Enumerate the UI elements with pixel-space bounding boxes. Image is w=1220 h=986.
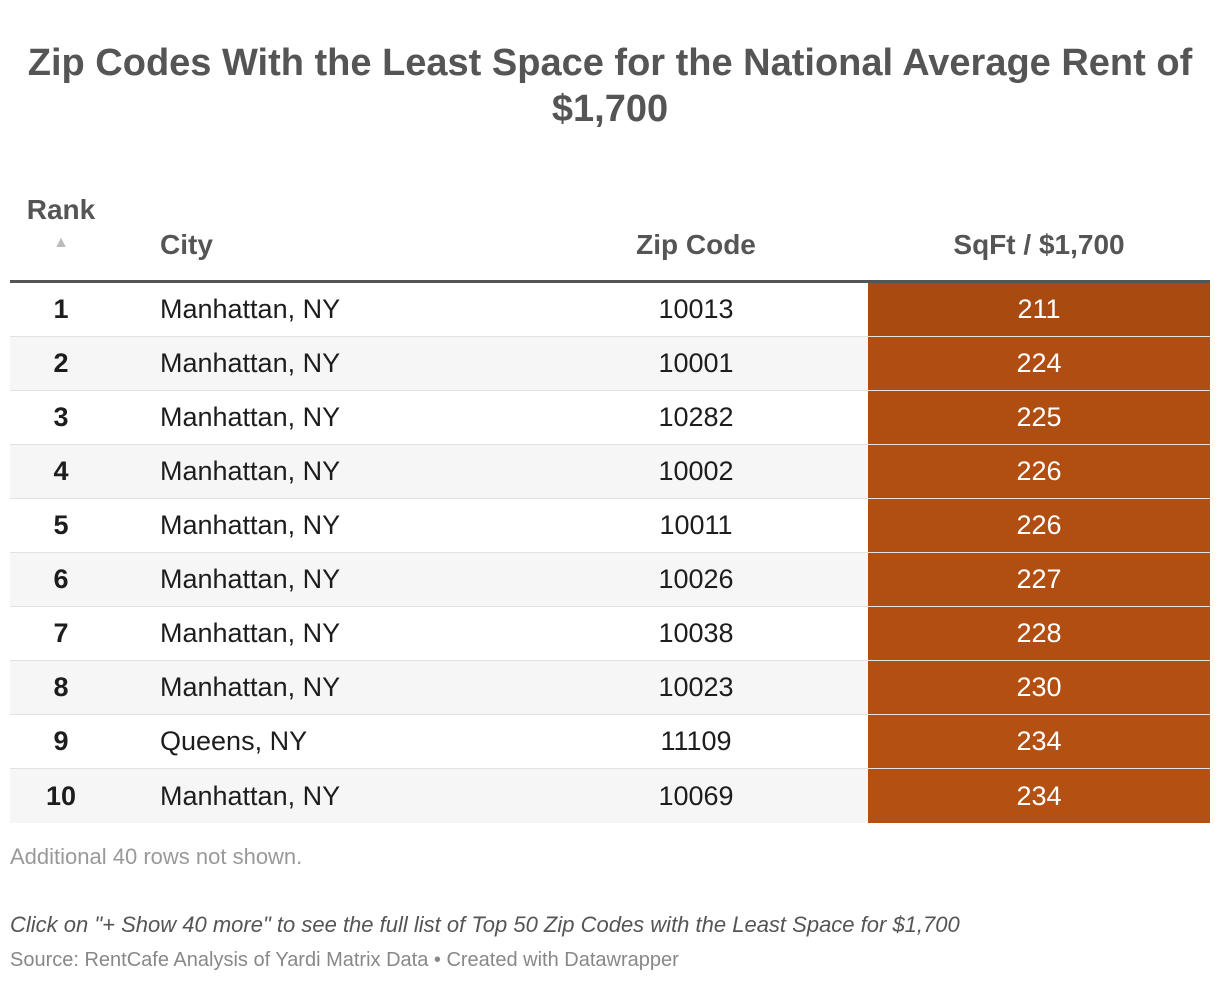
city-cell: Manhattan, NY: [160, 294, 341, 324]
zip-code-cell: 10023: [658, 672, 734, 702]
table-row: 5 Manhattan, NY 10011 226: [10, 499, 1210, 553]
city-cell: Manhattan, NY: [160, 348, 341, 378]
zip-code-cell: 10013: [658, 294, 734, 324]
sqft-heat-cell: 234: [868, 769, 1210, 823]
table-row: 6 Manhattan, NY 10026 227: [10, 553, 1210, 607]
table-row: 7 Manhattan, NY 10038 228: [10, 607, 1210, 661]
table-row: 3 Manhattan, NY 10282 225: [10, 391, 1210, 445]
sqft-heat-cell: 226: [868, 445, 1210, 498]
column-header-city[interactable]: City: [160, 229, 213, 260]
sqft-heat-cell: 234: [868, 715, 1210, 768]
sqft-heat-cell: 226: [868, 499, 1210, 552]
rank-cell: 1: [53, 294, 69, 324]
show-more-instruction: Click on "+ Show 40 more" to see the ful…: [10, 912, 960, 937]
table-row: 8 Manhattan, NY 10023 230: [10, 661, 1210, 715]
sqft-heat-cell: 211: [868, 283, 1210, 336]
rank-header-label: Rank: [26, 194, 96, 225]
column-header-rank[interactable]: Rank ▲: [10, 194, 112, 254]
zip-code-cell: 10282: [658, 402, 734, 432]
source-credit: Source: RentCafe Analysis of Yardi Matri…: [10, 949, 679, 971]
zip-code-cell: 10002: [658, 456, 734, 486]
city-cell: Manhattan, NY: [160, 456, 341, 486]
zip-code-cell: 11109: [660, 726, 732, 756]
sqft-heat-cell: 227: [868, 553, 1210, 606]
city-cell: Manhattan, NY: [160, 780, 341, 811]
table-row: 4 Manhattan, NY 10002 226: [10, 445, 1210, 499]
rank-cell: 5: [53, 510, 69, 540]
table-row: 1 Manhattan, NY 10013 211: [10, 283, 1210, 337]
rank-cell: 8: [53, 672, 69, 702]
city-cell: Manhattan, NY: [160, 564, 341, 594]
additional-rows-note: Additional 40 rows not shown.: [10, 844, 303, 869]
table-row: 9 Queens, NY 11109 234: [10, 715, 1210, 769]
sqft-heat-cell: 228: [868, 607, 1210, 660]
data-table: Rank ▲ City Zip Code SqFt / $1,700 1 Manh…: [10, 190, 1210, 823]
table-row: 2 Manhattan, NY 10001 224: [10, 337, 1210, 391]
sort-ascending-icon: ▲: [53, 234, 69, 251]
city-cell: Manhattan, NY: [160, 510, 341, 540]
column-header-zip-code[interactable]: Zip Code: [636, 229, 756, 260]
rank-cell: 3: [53, 402, 69, 432]
zip-code-cell: 10069: [658, 780, 734, 811]
zip-code-cell: 10011: [659, 510, 733, 540]
zip-code-cell: 10026: [658, 564, 734, 594]
chart-notes: Additional 40 rows not shown. Click on "…: [10, 842, 1210, 974]
sqft-heat-cell: 225: [868, 391, 1210, 444]
table-row: 10 Manhattan, NY 10069 234: [10, 769, 1210, 823]
table-body: 1 Manhattan, NY 10013 211 2 Manhattan, NY 1000…: [10, 283, 1210, 823]
column-header-sqft[interactable]: SqFt / $1,700: [953, 229, 1125, 260]
zip-code-cell: 10038: [658, 618, 734, 648]
rank-cell: 2: [53, 348, 69, 378]
sqft-heat-cell: 224: [868, 337, 1210, 390]
zip-code-cell: 10001: [658, 348, 734, 378]
city-cell: Queens, NY: [160, 726, 308, 756]
city-cell: Manhattan, NY: [160, 672, 341, 702]
rank-cell: 9: [53, 726, 69, 756]
sqft-heat-cell: 230: [868, 661, 1210, 714]
table-header: Rank ▲ City Zip Code SqFt / $1,700: [10, 190, 1210, 283]
rank-cell: 7: [53, 618, 69, 648]
rank-cell: 4: [53, 456, 69, 486]
city-cell: Manhattan, NY: [160, 402, 341, 432]
chart-title: Zip Codes With the Least Space for the N…: [27, 42, 1193, 130]
rank-cell: 10: [45, 780, 77, 811]
city-cell: Manhattan, NY: [160, 618, 341, 648]
rank-cell: 6: [53, 564, 69, 594]
